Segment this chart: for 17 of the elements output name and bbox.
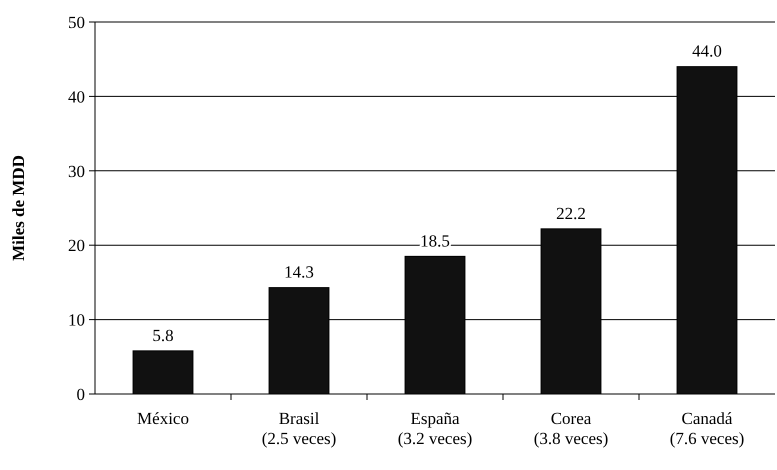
y-axis-title: Miles de MDD <box>9 155 28 261</box>
x-tick-label: México <box>137 409 189 428</box>
data-label: 14.3 <box>284 262 314 282</box>
data-label: 22.2 <box>556 204 586 223</box>
x-tick-label: Brasil (2.5 veces) <box>262 409 336 448</box>
y-tick-label: 20 <box>68 236 85 256</box>
y-tick-label: 0 <box>76 384 85 404</box>
data-label: 44.0 <box>692 42 722 61</box>
y-tick-label: 10 <box>68 310 85 330</box>
x-tick-label: Canadá (7.6 veces) <box>670 409 744 448</box>
y-tick-label: 50 <box>68 12 85 32</box>
x-tick-label: España (3.2 veces) <box>398 409 472 448</box>
y-tick-label: 30 <box>68 162 85 181</box>
bar <box>132 350 194 394</box>
y-tick-label: 40 <box>68 87 85 106</box>
data-label: 5.8 <box>152 326 174 345</box>
x-tick-label: Corea (3.8 veces) <box>534 409 608 448</box>
